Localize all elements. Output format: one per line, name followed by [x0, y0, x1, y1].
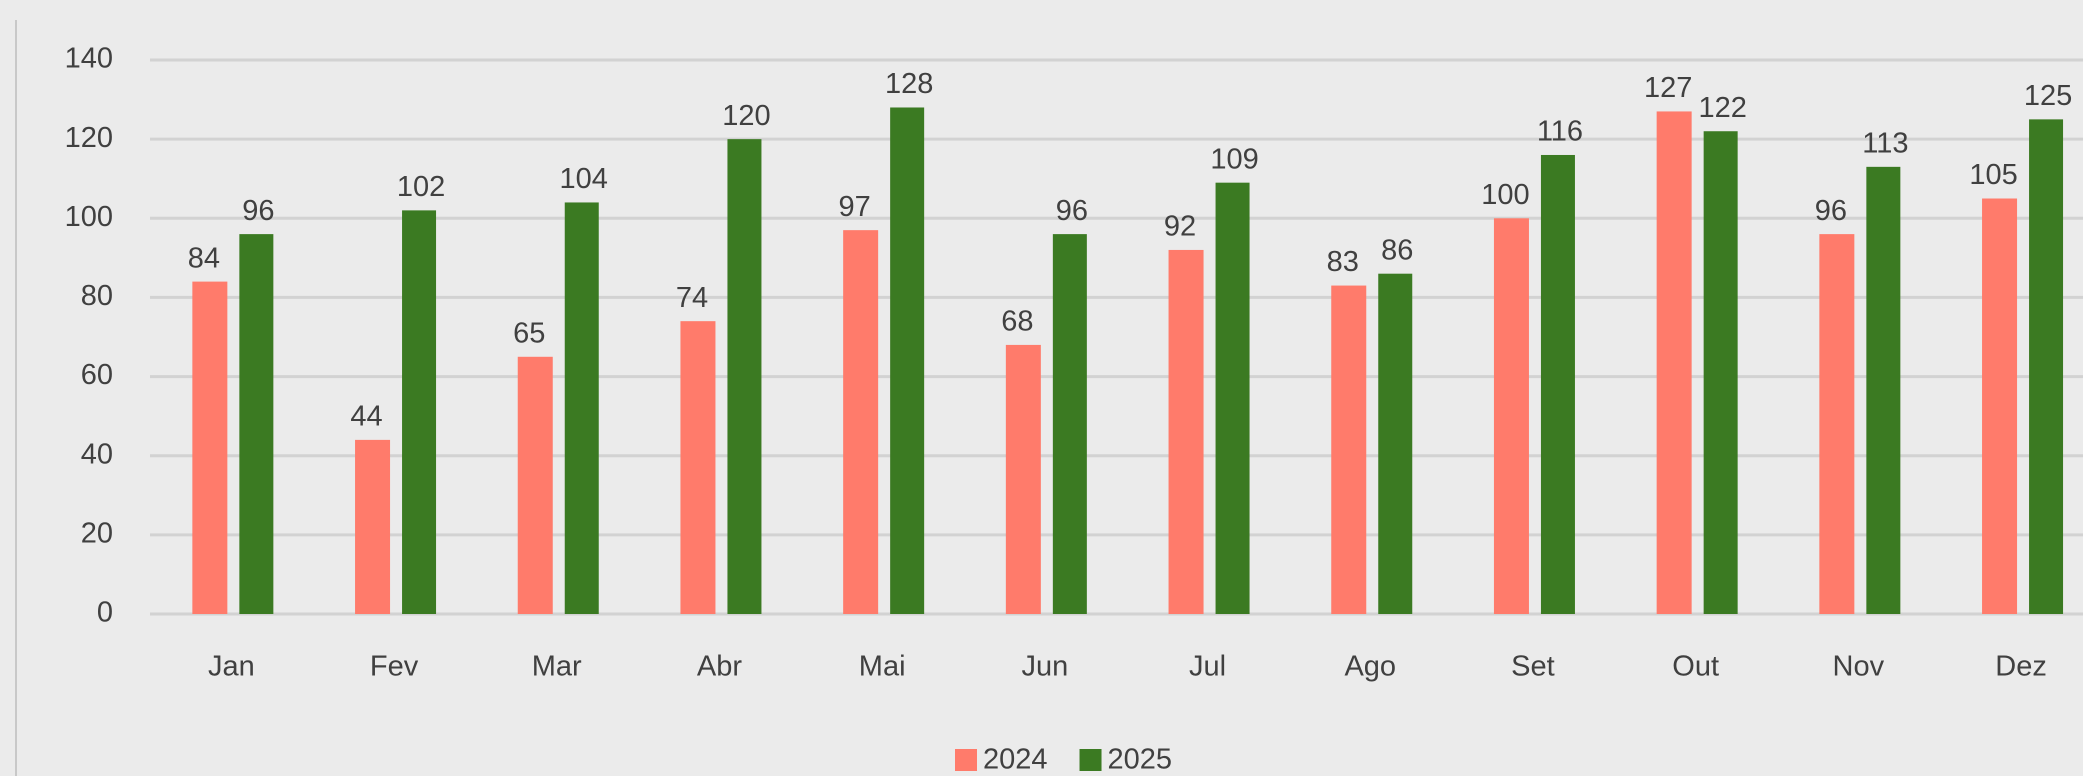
bar — [1215, 182, 1250, 614]
data-label: 109 — [1210, 143, 1258, 175]
x-tick-label: Ago — [1344, 651, 1396, 683]
y-tick-label: 80 — [81, 280, 113, 312]
bar — [402, 210, 437, 614]
bar — [1656, 111, 1692, 614]
data-label: 102 — [397, 171, 445, 203]
y-tick-label: 100 — [65, 201, 113, 233]
bar — [239, 234, 274, 614]
data-label: 86 — [1381, 234, 1413, 266]
data-label: 125 — [2024, 80, 2072, 112]
x-tick-label: Jun — [1021, 651, 1068, 683]
bar — [1331, 285, 1367, 614]
data-label: 68 — [1001, 306, 1033, 338]
x-tick-label: Out — [1672, 651, 1719, 683]
data-label: 113 — [1862, 127, 1908, 159]
x-tick-label: Jul — [1189, 651, 1226, 683]
x-tick-label: Dez — [1995, 651, 2047, 683]
bar — [1819, 234, 1855, 614]
data-label: 84 — [188, 242, 220, 274]
data-label: 74 — [676, 282, 708, 314]
bar — [1378, 273, 1413, 614]
x-tick-label: Mai — [859, 651, 906, 683]
x-tick-label: Fev — [370, 651, 419, 683]
data-label: 92 — [1164, 211, 1196, 243]
data-label: 104 — [560, 163, 608, 195]
bar — [1540, 154, 1575, 614]
bar — [843, 230, 879, 614]
y-tick-label: 60 — [81, 359, 113, 391]
data-label: 96 — [1815, 195, 1847, 227]
y-tick-label: 0 — [97, 597, 113, 629]
bar — [1866, 166, 1901, 615]
data-label: 116 — [1537, 116, 1583, 148]
y-tick-label: 120 — [65, 122, 113, 154]
bar — [1005, 344, 1041, 614]
bar — [727, 139, 762, 614]
data-label: 83 — [1327, 246, 1359, 278]
y-tick-label: 40 — [81, 438, 113, 470]
y-tick-label: 140 — [65, 43, 113, 75]
bar — [1982, 198, 2018, 614]
legend-swatch — [955, 749, 977, 771]
bar — [890, 107, 925, 614]
x-tick-label: Mar — [532, 651, 582, 683]
bar — [2029, 119, 2064, 614]
x-tick-label: Abr — [697, 651, 742, 683]
bar — [1493, 218, 1529, 615]
x-tick-label: Set — [1511, 651, 1555, 683]
bar — [355, 439, 391, 614]
data-label: 97 — [839, 191, 871, 223]
bar — [1168, 249, 1204, 614]
data-label: 105 — [1969, 159, 2017, 191]
legend-label: 2025 — [1108, 744, 1173, 776]
bar — [1703, 131, 1738, 614]
data-label: 120 — [722, 100, 770, 132]
data-label: 122 — [1698, 92, 1746, 124]
data-label: 127 — [1644, 72, 1692, 104]
data-label: 96 — [242, 195, 274, 227]
data-label: 100 — [1481, 179, 1529, 211]
bar — [192, 281, 228, 614]
data-label: 44 — [350, 401, 382, 433]
bar — [564, 202, 599, 614]
data-label: 96 — [1056, 195, 1088, 227]
data-label: 65 — [513, 317, 545, 349]
bar — [680, 321, 716, 614]
x-tick-label: Nov — [1833, 651, 1885, 683]
x-tick-label: Jan — [208, 651, 255, 683]
data-label: 128 — [885, 68, 933, 100]
legend-swatch — [1079, 749, 1102, 771]
y-tick-label: 20 — [81, 518, 113, 550]
bar — [1052, 234, 1087, 614]
legend-label: 2024 — [983, 744, 1048, 776]
bar — [517, 356, 553, 614]
